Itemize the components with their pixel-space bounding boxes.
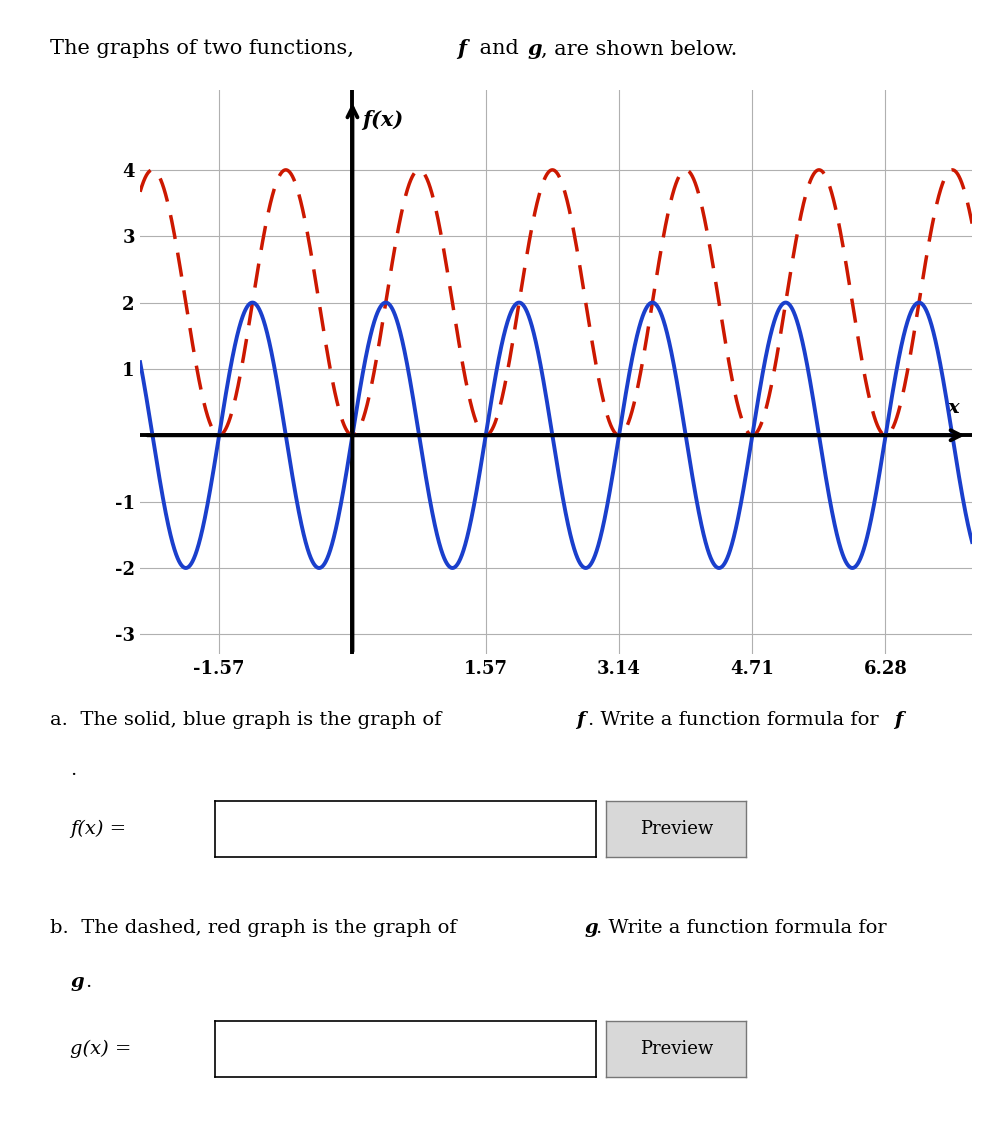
Text: f: f [457,39,466,60]
Text: a.  The solid, blue graph is the graph of: a. The solid, blue graph is the graph of [50,711,448,729]
Text: , are shown below.: , are shown below. [541,39,737,59]
Text: f: f [576,711,584,729]
Text: . Write a function formula for: . Write a function formula for [596,919,887,937]
Text: g: g [527,39,542,60]
Text: g: g [584,919,598,937]
Text: b.  The dashed, red graph is the graph of: b. The dashed, red graph is the graph of [50,919,463,937]
Text: and: and [473,39,525,59]
Text: The graphs of two functions,: The graphs of two functions, [50,39,361,59]
Text: .: . [85,973,91,992]
Text: Preview: Preview [639,1040,713,1058]
Text: f(x): f(x) [363,111,404,130]
Text: g: g [70,973,84,992]
Text: . Write a function formula for: . Write a function formula for [588,711,885,729]
Text: .: . [70,761,76,779]
Text: f: f [894,711,902,729]
Text: f(x) =: f(x) = [70,820,126,838]
Text: Preview: Preview [639,820,713,838]
Text: x: x [948,398,959,416]
Text: g(x) =: g(x) = [70,1040,131,1058]
